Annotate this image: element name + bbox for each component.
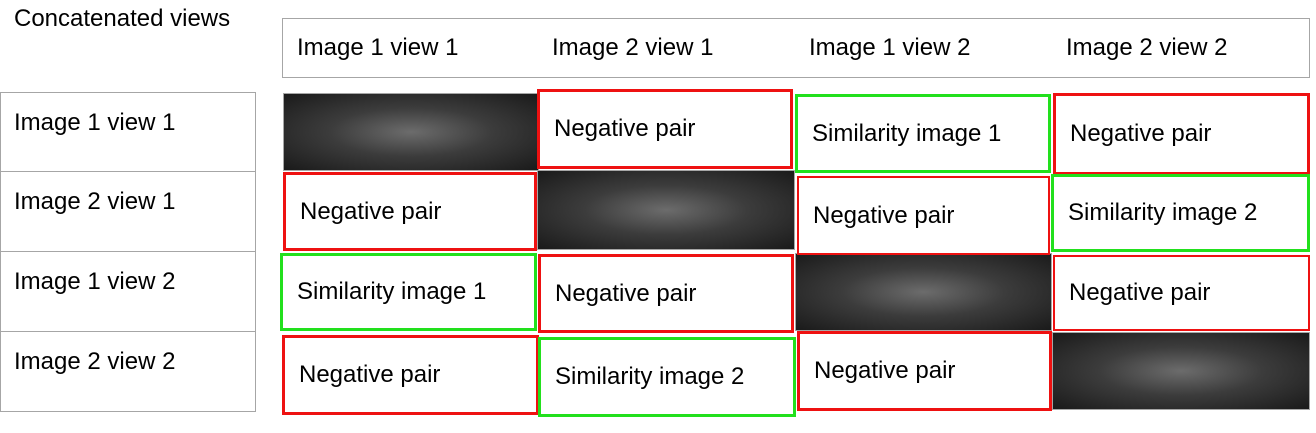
negative-pair-cell: Negative pair: [282, 335, 539, 415]
negative-pair-cell: Negative pair: [283, 172, 537, 251]
column-header-3: Image 1 view 2: [795, 18, 1053, 78]
negative-pair-cell: Negative pair: [1053, 93, 1310, 175]
row-header-2: Image 2 view 1: [0, 172, 256, 252]
negative-pair-cell: Negative pair: [538, 254, 794, 333]
similarity-cell: Similarity image 2: [1051, 174, 1310, 252]
diagonal-cell-3: [795, 253, 1052, 331]
row-header-3: Image 1 view 2: [0, 252, 256, 332]
column-header-1: Image 1 view 1: [282, 18, 539, 78]
diagonal-cell-2: [537, 170, 795, 250]
column-header-2: Image 2 view 1: [538, 18, 796, 78]
similarity-cell: Similarity image 1: [795, 94, 1051, 173]
row-header-1: Image 1 view 1: [0, 92, 256, 172]
negative-pair-cell: Negative pair: [797, 176, 1050, 255]
column-header-4: Image 2 view 2: [1052, 18, 1310, 78]
negative-pair-cell: Negative pair: [797, 331, 1052, 411]
corner-label: Concatenated views: [14, 5, 231, 32]
diagonal-cell-1: [283, 93, 539, 171]
similarity-cell: Similarity image 1: [280, 253, 537, 331]
similarity-cell: Similarity image 2: [538, 337, 796, 417]
negative-pair-cell: Negative pair: [1053, 255, 1310, 331]
negative-pair-cell: Negative pair: [537, 89, 793, 169]
row-header-4: Image 2 view 2: [0, 332, 256, 412]
diagonal-cell-4: [1052, 332, 1310, 410]
